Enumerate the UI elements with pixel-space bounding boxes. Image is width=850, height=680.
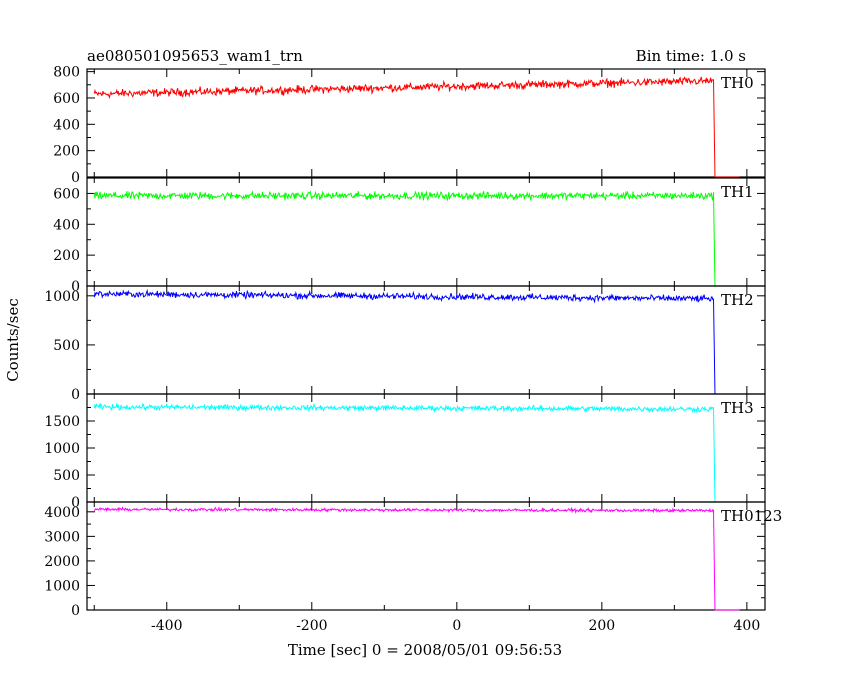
y-tick-label: 400 bbox=[53, 217, 80, 233]
y-tick-label: 0 bbox=[71, 387, 80, 403]
bin-time-label: Bin time: 1.0 s bbox=[636, 47, 746, 65]
panel-frame bbox=[86, 68, 766, 178]
series-line-th0 bbox=[93, 76, 740, 178]
x-tick-label: 200 bbox=[588, 618, 615, 634]
series-line-th0123 bbox=[93, 506, 740, 611]
series-label-th1: TH1 bbox=[721, 183, 754, 201]
series-line-th2 bbox=[93, 288, 740, 395]
series-label-th0: TH0 bbox=[721, 74, 754, 92]
series-line-th3 bbox=[93, 402, 740, 503]
panel-frame bbox=[86, 285, 766, 395]
panels-group: 0 200 400 600 800 TH0 0 200 400 600 TH1 0 500 1000 TH2… bbox=[44, 65, 782, 634]
x-tick-label: 400 bbox=[734, 618, 761, 634]
panel-th2: 0 500 1000 TH2 bbox=[44, 285, 766, 403]
y-tick-label: 1000 bbox=[44, 441, 80, 457]
y-tick-label: 600 bbox=[53, 186, 80, 202]
series-label-th2: TH2 bbox=[721, 291, 754, 309]
y-tick-label: 400 bbox=[53, 117, 80, 133]
panel-th0: 0 200 400 600 800 TH0 bbox=[53, 65, 766, 186]
panel-th0123: 0 1000 2000 3000 4000 TH0123 bbox=[44, 501, 782, 619]
y-tick-label: 500 bbox=[53, 338, 80, 354]
x-tick-label: -200 bbox=[296, 618, 327, 634]
y-tick-label: 1000 bbox=[44, 578, 80, 594]
y-tick-label: 0 bbox=[71, 603, 80, 619]
chart-title: ae080501095653_wam1_trn bbox=[87, 47, 303, 65]
y-tick-label: 200 bbox=[53, 248, 80, 264]
y-tick-label: 4000 bbox=[44, 505, 80, 521]
series-label-th0123: TH0123 bbox=[721, 507, 782, 525]
panel-frame bbox=[86, 501, 766, 611]
y-tick-label: 200 bbox=[53, 144, 80, 160]
y-tick-label: 0 bbox=[71, 279, 80, 295]
panel-frame bbox=[86, 393, 766, 503]
y-tick-label: 1500 bbox=[44, 414, 80, 430]
x-axis-label: Time [sec] 0 = 2008/05/01 09:56:53 bbox=[288, 641, 562, 659]
y-axis-label: Counts/sec bbox=[4, 298, 22, 382]
panel-th3: 0 500 1000 1500 TH3 bbox=[44, 393, 766, 511]
x-tick-label: 0 bbox=[452, 618, 461, 634]
series-line-th1 bbox=[93, 190, 740, 287]
panel-th1: 0 200 400 600 TH1 bbox=[53, 177, 766, 295]
y-tick-label: 0 bbox=[71, 170, 80, 186]
x-tick-label: -400 bbox=[151, 618, 182, 634]
y-tick-label: 1000 bbox=[44, 289, 80, 305]
y-tick-label: 600 bbox=[53, 91, 80, 107]
y-tick-label: 0 bbox=[71, 495, 80, 511]
y-tick-label: 800 bbox=[53, 65, 80, 81]
y-tick-label: 500 bbox=[53, 468, 80, 484]
series-label-th3: TH3 bbox=[721, 399, 754, 417]
y-tick-label: 3000 bbox=[44, 529, 80, 545]
y-tick-label: 2000 bbox=[44, 554, 80, 570]
